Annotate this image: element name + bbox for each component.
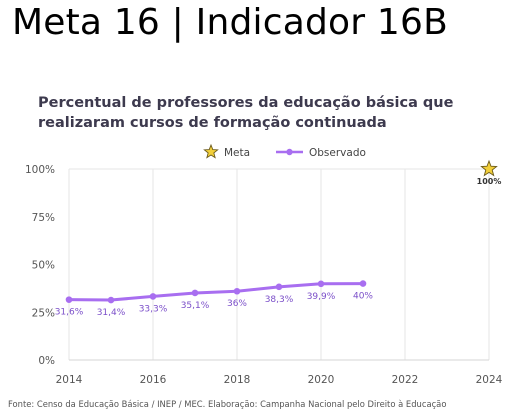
source-note: Fonte: Censo da Educação Básica / INEP /… [8,399,447,409]
chart-axes: 0% 25% 50% 75% 100% 2014 2016 2018 2020 2022 2024 [25,164,503,386]
data-label-2020: 39,9% [307,292,336,302]
x-tick-label: 2018 [224,374,251,386]
chart-plot: 31,6% 31,4% 33,3% 35,1% 36% 38,3% 39,9% 40% 100% [55,159,502,318]
data-label-2014: 31,6% [55,308,84,318]
data-point-2021 [359,280,367,287]
data-label-2021: 40% [353,292,373,302]
chart-title-line-2: realizaram cursos de formação continuada [38,115,387,131]
data-label-2015: 31,4% [97,308,126,318]
data-point-2016 [149,293,157,300]
data-point-2018 [233,287,241,295]
x-tick-label: 2024 [476,374,503,386]
x-tick-label: 2020 [308,374,335,386]
y-tick-label: 50% [32,260,55,272]
data-point-2020 [317,280,325,288]
meta-target-label: 100% [477,177,502,186]
data-label-2018: 36% [227,299,247,309]
chart-title: Percentual de professores da educação bá… [38,93,508,133]
legend-observado-label: Observado [309,147,366,159]
data-point-2017 [191,289,199,297]
data-point-2019 [275,283,283,291]
data-point-2015 [107,296,115,304]
meta-target-star-icon [480,159,498,177]
x-tick-label: 2022 [392,374,419,386]
x-tick-label: 2014 [56,374,83,386]
legend-observado-marker [286,148,293,156]
data-label-2017: 35,1% [181,301,210,311]
legend-meta-star-icon [203,143,219,159]
y-tick-label: 75% [32,212,55,224]
slide-title: Meta 16 | Indicador 16B [12,2,449,43]
data-point-2014 [65,296,73,303]
data-label-2016: 33,3% [139,304,168,314]
chart-grid [68,168,490,361]
series-line-observado [67,282,365,302]
legend-meta-label: Meta [224,147,250,159]
y-tick-label: 100% [25,164,55,176]
data-label-2019: 38,3% [265,295,294,305]
y-tick-label: 0% [38,355,55,367]
chart-title-line-1: Percentual de professores da educação bá… [38,95,454,111]
chart-legend: Meta Observado [203,143,366,159]
x-tick-label: 2016 [140,374,167,386]
y-tick-label: 25% [32,307,55,319]
